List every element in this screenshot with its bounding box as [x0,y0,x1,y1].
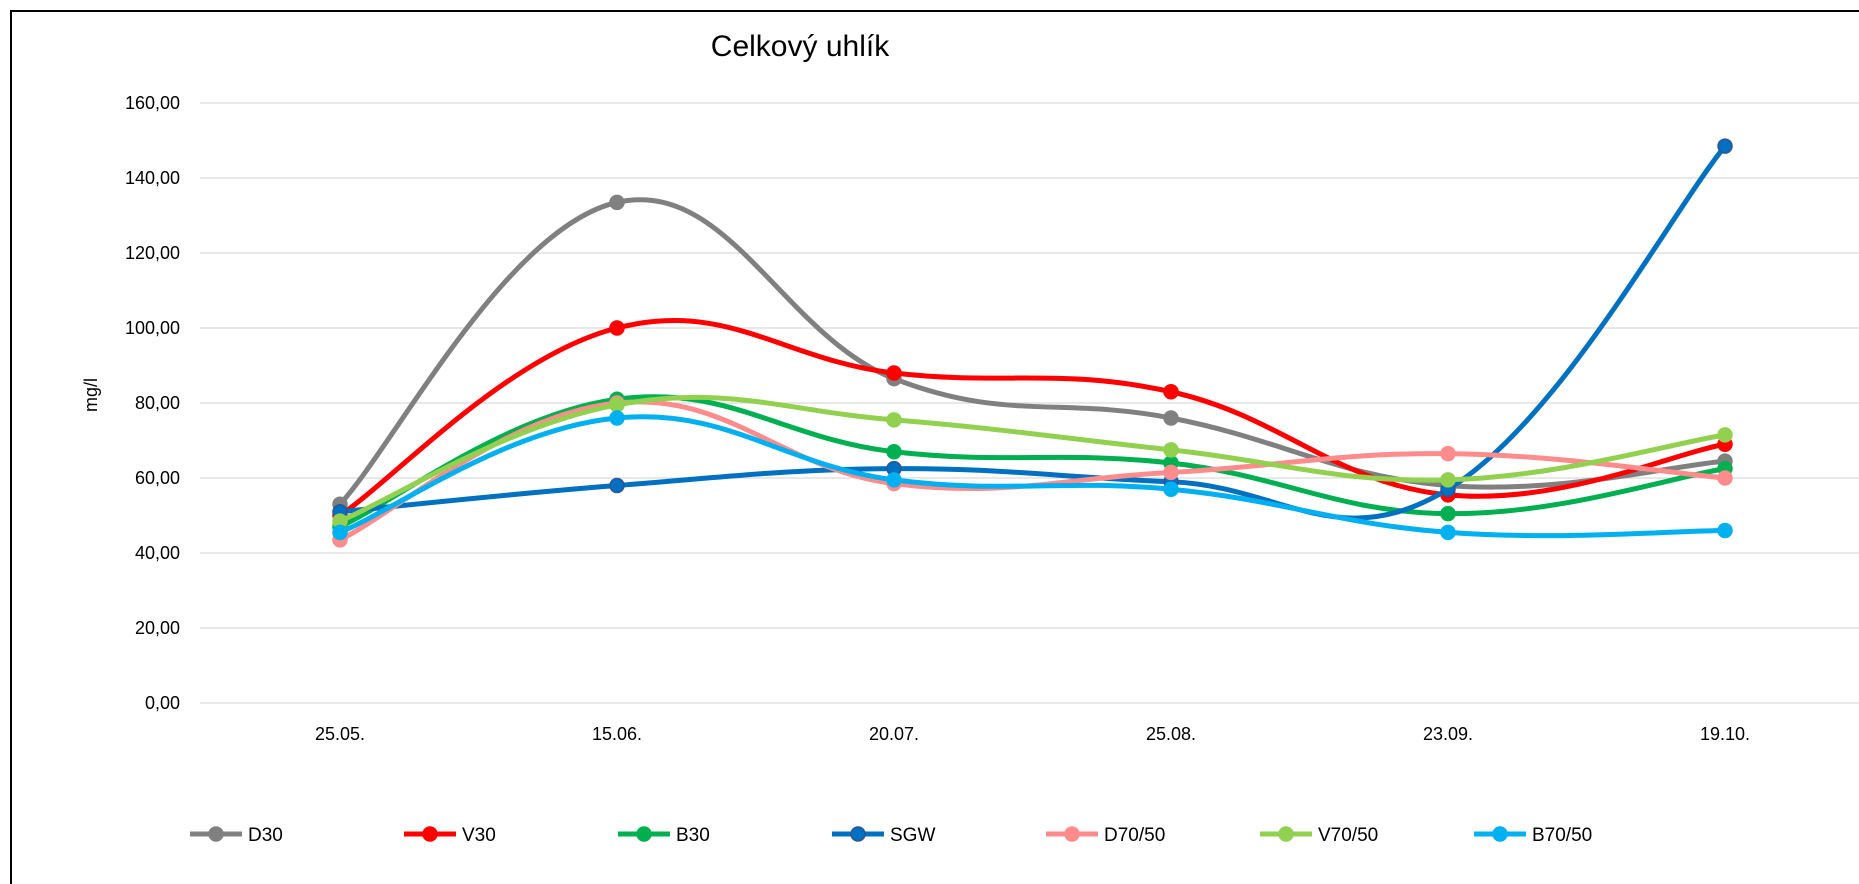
legend-label: SGW [890,825,935,846]
legend-item: D30 [190,825,283,846]
y-tick-label: 140,00 [125,168,180,188]
data-point [1163,464,1179,481]
y-tick-label: 40,00 [135,543,180,563]
y-tick-label: 20,00 [135,618,180,638]
legend-swatch-marker [850,826,866,842]
legend-swatch-marker [1064,826,1080,842]
series-d30 [332,194,1733,512]
legend-label: V30 [462,825,496,846]
series-line [337,394,1728,524]
data-point [886,472,902,488]
series-v7050 [332,394,1733,529]
y-tick-label: 80,00 [135,393,180,413]
legend: D30 V30 B30 SGW D70/50 V70/50 B70/50 [190,825,1592,846]
y-axis-ticks: 0,00 20,00 40,00 60,00 80,00 100,00 120,00 140,… [125,93,180,713]
legend-label: D70/50 [1104,825,1165,846]
legend-item: B70/50 [1474,825,1592,846]
y-tick-label: 100,00 [125,318,180,338]
legend-item: B30 [618,825,710,846]
series-lines [332,138,1733,548]
data-point [1717,427,1733,443]
legend-label: B30 [676,825,710,846]
series-b30 [332,391,1733,535]
legend-item: V30 [404,825,496,846]
x-tick-label: 25.08. [1146,724,1196,744]
legend-label: B70/50 [1532,825,1592,846]
data-point [609,477,625,494]
data-point [1440,505,1456,522]
y-tick-label: 0,00 [145,693,180,713]
data-point [886,365,902,381]
y-tick-label: 160,00 [125,93,180,113]
legend-swatch-marker [1492,826,1508,842]
data-point [1163,410,1179,426]
data-point [1163,442,1179,458]
legend-item: D70/50 [1046,825,1165,846]
x-axis-ticks: 25.05. 15.06. 20.07. 25.08. 23.09. 19.10. [315,724,1750,744]
series-line [337,143,1728,521]
legend-item: SGW [832,825,935,846]
legend-swatch-marker [1278,826,1294,842]
y-axis-label: mg/l [81,378,101,412]
legend-swatch-marker [208,826,224,842]
data-point [1717,138,1733,154]
x-tick-label: 20.07. [869,724,919,744]
data-point [1717,470,1733,486]
data-point [609,194,625,211]
data-point [1440,445,1456,462]
data-point [609,410,625,426]
data-point [1440,472,1456,488]
data-point [1717,522,1733,539]
x-tick-label: 25.05. [315,724,365,744]
data-point [1163,481,1179,497]
series-line [337,197,1728,507]
series-line [337,414,1728,539]
legend-label: D30 [248,825,283,846]
y-tick-label: 60,00 [135,468,180,488]
legend-swatch-marker [636,826,652,842]
x-tick-label: 19.10. [1700,724,1750,744]
x-tick-label: 23.09. [1423,724,1473,744]
chart-title: Celkový uhlík [710,30,890,63]
data-point [609,320,625,336]
data-point [886,444,902,460]
data-point [886,412,902,428]
legend-item: V70/50 [1260,825,1378,846]
legend-label: V70/50 [1318,825,1378,846]
data-point [609,397,625,413]
data-point [1440,524,1456,541]
gridlines [200,102,1859,704]
chart-area [10,10,1859,884]
series-line [337,318,1728,518]
data-point [1163,384,1179,400]
x-tick-label: 15.06. [592,724,642,744]
series-b7050 [332,410,1733,541]
data-point [332,524,348,541]
legend-swatch-marker [422,826,438,842]
series-line [337,394,1728,530]
series-sgw [332,138,1733,521]
y-tick-label: 120,00 [125,243,180,263]
